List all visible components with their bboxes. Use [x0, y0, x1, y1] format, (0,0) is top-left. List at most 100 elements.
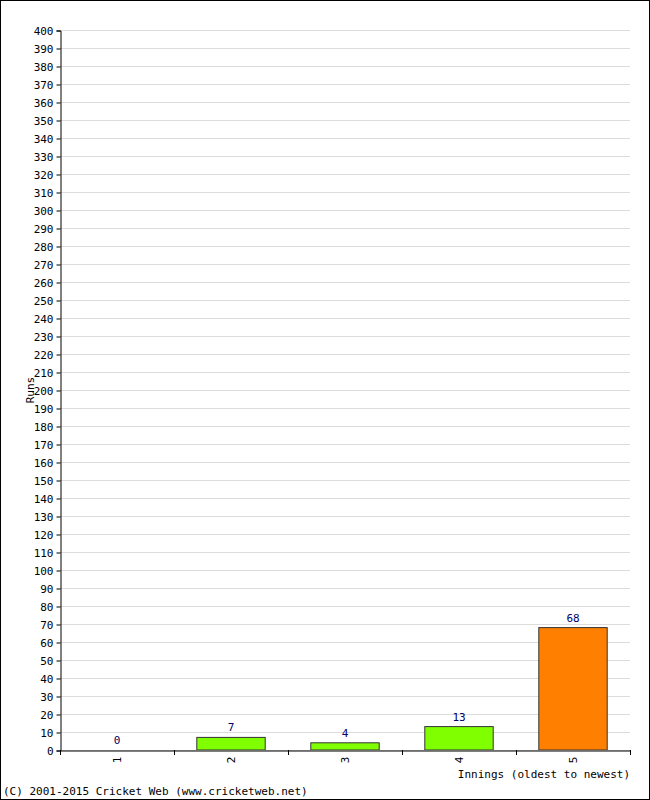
y-tick-mark [57, 445, 61, 446]
y-axis: 0102030405060708090100110120130140150160… [34, 25, 61, 758]
y-tick-mark [57, 463, 61, 464]
y-tick-mark [57, 661, 61, 662]
y-tick: 380 [34, 61, 61, 74]
y-tick-mark [57, 31, 61, 32]
grid-line [60, 84, 630, 85]
y-tick-mark [57, 355, 61, 356]
grid-line [60, 390, 630, 391]
x-axis-line [61, 751, 631, 752]
y-tick-mark [57, 643, 61, 644]
grid-line [60, 498, 630, 499]
grid-line [60, 606, 630, 607]
y-tick: 200 [34, 385, 61, 398]
y-tick: 30 [40, 691, 60, 704]
grid-line [60, 426, 630, 427]
data-label: 13 [452, 711, 465, 724]
y-tick-mark [57, 103, 61, 104]
category-divider [288, 750, 289, 755]
y-axis-title: Runs [24, 377, 37, 404]
y-tick-mark [57, 283, 61, 284]
y-tick: 300 [34, 205, 61, 218]
y-tick-mark [57, 391, 61, 392]
bar [425, 727, 493, 750]
grid-line [60, 156, 630, 157]
y-tick: 140 [34, 493, 61, 506]
grid-line [60, 246, 630, 247]
grid-line [60, 192, 630, 193]
grid-line [60, 264, 630, 265]
y-tick: 390 [34, 43, 61, 56]
y-tick-mark [57, 535, 61, 536]
y-tick-mark [57, 481, 61, 482]
y-tick: 70 [40, 619, 60, 632]
grid-line [60, 570, 630, 571]
y-tick-label: 110 [34, 547, 54, 560]
y-tick-label: 120 [34, 529, 54, 542]
y-tick: 400 [34, 25, 61, 38]
grid-line [60, 228, 630, 229]
y-tick-mark [57, 697, 61, 698]
y-tick: 60 [40, 637, 60, 650]
y-tick-label: 270 [34, 259, 54, 272]
data-label: 7 [228, 721, 235, 734]
y-tick: 150 [34, 475, 61, 488]
y-tick-label: 20 [40, 709, 53, 722]
y-tick-mark [57, 517, 61, 518]
x-tick-label: 3 [339, 757, 352, 764]
y-tick: 220 [34, 349, 61, 362]
y-tick-label: 220 [34, 349, 54, 362]
y-tick-mark [57, 607, 61, 608]
y-tick: 330 [34, 151, 61, 164]
bar [539, 628, 607, 750]
x-tick: 5 [567, 751, 580, 764]
y-tick-mark [57, 625, 61, 626]
data-label: 0 [114, 734, 121, 747]
x-tick: 2 [225, 751, 238, 764]
x-axis: 12345 [61, 751, 631, 764]
y-tick: 310 [34, 187, 61, 200]
grid-line [60, 480, 630, 481]
grid-line [60, 138, 630, 139]
y-tick: 210 [34, 367, 61, 380]
grid-line [60, 318, 630, 319]
y-tick-label: 160 [34, 457, 54, 470]
y-tick-label: 90 [40, 583, 53, 596]
y-tick: 260 [34, 277, 61, 290]
y-tick: 340 [34, 133, 61, 146]
y-tick-label: 280 [34, 241, 54, 254]
y-tick: 120 [34, 529, 61, 542]
grid-line [60, 750, 630, 751]
category-divider [60, 750, 61, 755]
y-tick-mark [57, 139, 61, 140]
category-dividers [61, 750, 631, 755]
y-tick-label: 10 [40, 727, 53, 740]
bars [197, 628, 607, 750]
y-tick-mark [57, 85, 61, 86]
y-tick-mark [57, 589, 61, 590]
chart: 0102030405060708090100110120130140150160… [0, 0, 650, 800]
grid-line [60, 336, 630, 337]
y-tick-mark [57, 229, 61, 230]
y-tick-mark [57, 337, 61, 338]
y-tick-mark [57, 553, 61, 554]
y-tick: 50 [40, 655, 60, 668]
y-tick-label: 100 [34, 565, 54, 578]
x-tick: 1 [111, 751, 124, 764]
grid-line [60, 354, 630, 355]
y-tick: 350 [34, 115, 61, 128]
grid-line [60, 120, 630, 121]
y-tick-label: 370 [34, 79, 54, 92]
y-tick-label: 300 [34, 205, 54, 218]
y-tick-label: 180 [34, 421, 54, 434]
grid-line [60, 624, 630, 625]
y-tick-label: 80 [40, 601, 53, 614]
x-tick-label: 5 [567, 757, 580, 764]
y-tick: 130 [34, 511, 61, 524]
grid-line [60, 30, 630, 31]
y-tick-label: 400 [34, 25, 54, 38]
y-tick-mark [57, 193, 61, 194]
y-tick-mark [57, 211, 61, 212]
grid-line [60, 210, 630, 211]
grid-line [60, 552, 630, 553]
y-tick-mark [57, 319, 61, 320]
